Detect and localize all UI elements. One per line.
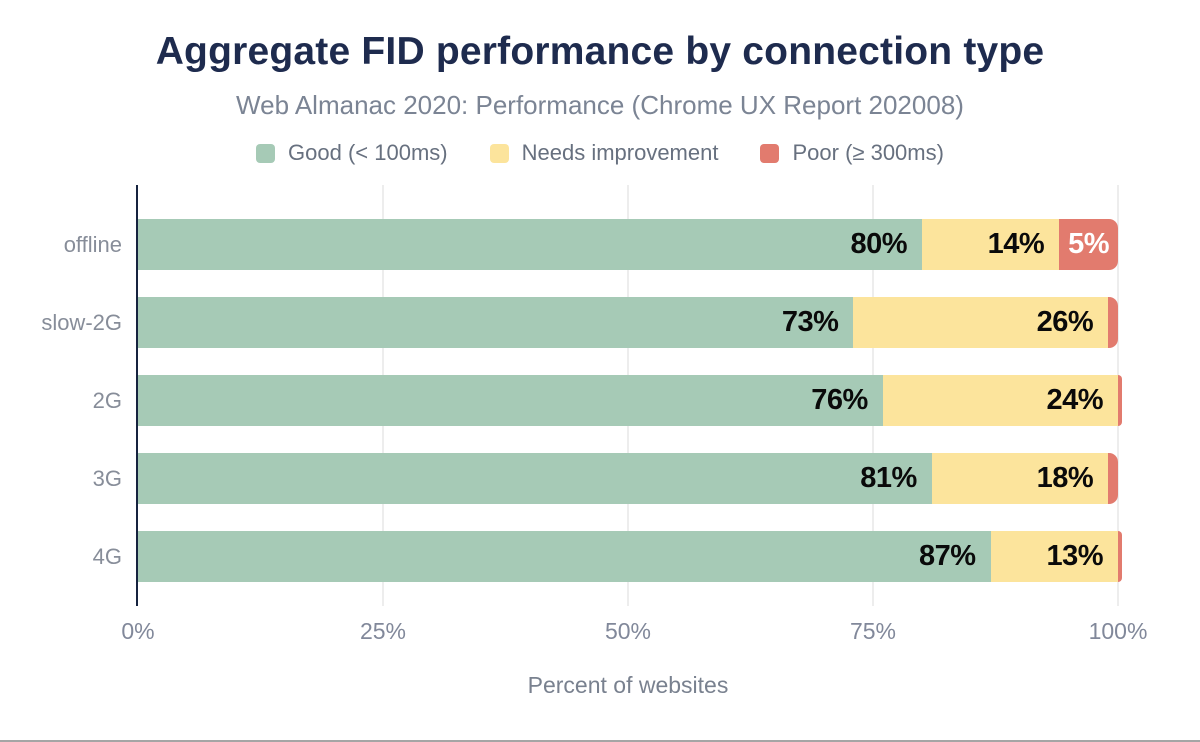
x-axis-title: Percent of websites: [527, 672, 729, 698]
stacked-bar-2G: 76% 24%: [138, 375, 1122, 426]
segment-value-label: 5%: [1068, 228, 1110, 260]
bar-row-slow-2G: slow-2G 73% 26%: [41, 297, 1118, 348]
bar-row-3G: 3G 81% 18%: [93, 453, 1118, 504]
bar-segment-poor[interactable]: [1117, 531, 1122, 582]
segment-value-label: 80%: [850, 228, 907, 260]
category-label: 4G: [92, 543, 122, 569]
legend-item-ni: Needs improvement: [489, 140, 719, 166]
bar-segment-ni[interactable]: 24%: [882, 375, 1118, 426]
legend: Good (< 100ms) Needs improvement Poor (≥ 3…: [0, 140, 1200, 166]
segment-value-label: 76%: [811, 384, 868, 416]
bar-segment-poor[interactable]: 5%: [1059, 219, 1118, 270]
bar-segment-good[interactable]: 80%: [138, 219, 922, 270]
y-axis-line: [136, 185, 138, 606]
legend-item-good: Good (< 100ms): [256, 140, 448, 166]
segment-value-label: 18%: [1036, 462, 1094, 494]
stacked-bar-offline: 80% 14% 5%: [138, 219, 1118, 270]
stacked-bar-3G: 81% 18%: [138, 453, 1118, 504]
legend-label-ni: Needs improvement: [521, 140, 719, 165]
legend-label-poor: Poor (≥ 300ms): [792, 140, 944, 165]
x-tick-100%: 100%: [1088, 618, 1148, 644]
segment-value-label: 26%: [1036, 306, 1094, 338]
category-label: slow-2G: [41, 309, 122, 335]
legend-swatch-ni: [489, 143, 509, 163]
bar-segment-ni[interactable]: 18%: [931, 453, 1109, 504]
bar-segment-good[interactable]: 73%: [138, 297, 854, 348]
x-tick-75%: 75%: [849, 618, 897, 644]
bar-segment-ni[interactable]: 26%: [853, 297, 1109, 348]
segment-value-label: 87%: [919, 540, 976, 572]
bar-segment-good[interactable]: 76%: [138, 375, 883, 426]
legend-item-poor: Poor (≥ 300ms): [760, 140, 944, 166]
bar-segment-good[interactable]: 81%: [138, 453, 932, 504]
bar-segment-poor[interactable]: [1117, 375, 1122, 426]
stacked-bar-4G: 87% 13%: [138, 531, 1122, 582]
bar-segment-good[interactable]: 87%: [138, 531, 991, 582]
plot-area: offline 80% 14% 5% slow-2G 73% 26% 2G 76% 24% 3G 81…: [41, 185, 1122, 606]
x-axis: 0% 25% 50% 75% 100%: [121, 618, 1147, 648]
bar-segment-ni[interactable]: 13%: [990, 531, 1118, 582]
bar-segment-poor[interactable]: [1108, 297, 1118, 348]
stacked-bar-slow-2G: 73% 26%: [138, 297, 1118, 348]
category-label: 3G: [92, 465, 122, 491]
bar-segment-poor[interactable]: [1108, 453, 1118, 504]
x-tick-0%: 0%: [121, 618, 155, 644]
segment-value-label: 73%: [781, 306, 839, 338]
segment-value-label: 81%: [860, 462, 917, 494]
legend-swatch-good: [256, 143, 276, 163]
segment-value-label: 14%: [987, 228, 1045, 260]
bar-row-2G: 2G 76% 24%: [93, 375, 1122, 426]
segment-value-label: 24%: [1046, 384, 1103, 416]
bar-row-4G: 4G 87% 13%: [93, 531, 1122, 582]
x-tick-50%: 50%: [604, 618, 652, 644]
segment-value-label: 13%: [1046, 540, 1103, 572]
chart-title: Aggregate FID performance by connection …: [155, 30, 1045, 73]
category-label: 2G: [92, 387, 122, 413]
x-tick-25%: 25%: [359, 618, 407, 644]
category-label: offline: [63, 231, 122, 257]
chart-subtitle: Web Almanac 2020: Performance (Chrome UX…: [236, 90, 964, 120]
bars-area: offline 80% 14% 5% slow-2G 73% 26% 2G 76% 24% 3G 81…: [41, 185, 1122, 606]
bar-row-offline: offline 80% 14% 5%: [64, 219, 1118, 270]
bar-segment-ni[interactable]: 14%: [922, 219, 1060, 270]
legend-label-good: Good (< 100ms): [288, 140, 448, 165]
legend-swatch-poor: [760, 143, 780, 163]
